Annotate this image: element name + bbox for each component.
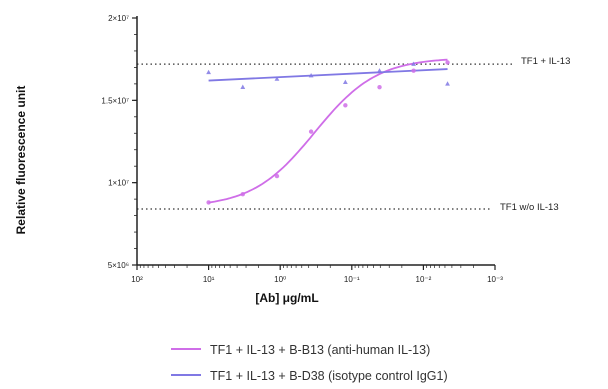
x-tick-label: 10² — [131, 275, 143, 284]
fit-curves — [208, 58, 448, 204]
y-tick-label: 2×10⁷ — [108, 14, 129, 23]
data-point-0 — [343, 103, 348, 108]
x-tick-label: 10⁰ — [274, 275, 286, 284]
data-point-0 — [377, 84, 382, 90]
y-tick-label: 1×10⁷ — [108, 179, 129, 188]
y-tick-label: 5×10⁶ — [108, 261, 129, 270]
data-point-1 — [206, 69, 211, 75]
data-point-0 — [411, 68, 416, 73]
x-tick-label: 10⁻³ — [487, 275, 503, 284]
fit-curve-0 — [208, 58, 448, 204]
tick-labels: 5×10⁶ 1×10⁷ 1.5×10⁷ 2×10⁷ 10² 10¹ 10⁰ 10⁻¹ 10⁻² 1… — [101, 14, 503, 284]
data-point-1 — [445, 81, 450, 86]
fit-line-1 — [208, 68, 448, 82]
y-tick-label: 1.5×10⁷ — [101, 96, 129, 105]
axes — [132, 16, 496, 270]
legend: TF1 + IL-13 + B-B13 (anti-human IL-13) T… — [171, 343, 448, 383]
legend-label-b13: TF1 + IL-13 + B-B13 (anti-human IL-13) — [210, 343, 430, 357]
legend-label-d38: TF1 + IL-13 + B-D38 (isotype control IgG… — [210, 369, 448, 383]
y-axis-title: Relative fluorescence unit — [14, 86, 28, 235]
data-point-1 — [308, 73, 314, 78]
x-tick-label: 10¹ — [203, 275, 215, 284]
data-point-1 — [240, 84, 246, 89]
x-tick-label: 10⁻¹ — [344, 275, 360, 284]
data-point-0 — [206, 200, 211, 205]
data-point-1 — [342, 79, 348, 85]
x-tick-label: 10⁻² — [416, 275, 432, 284]
data-point-1 — [274, 76, 280, 81]
ref-label-with-il13: TF1 + IL-13 — [521, 56, 570, 67]
reference-lines — [137, 63, 512, 210]
data-point-0 — [240, 191, 245, 197]
data-points — [206, 60, 450, 205]
data-point-0 — [445, 60, 450, 65]
ref-label-without-il13: TF1 w/o IL-13 — [500, 202, 559, 213]
data-point-1 — [411, 61, 417, 66]
data-point-0 — [274, 173, 280, 179]
x-axis-title: [Ab] μg/mL — [255, 291, 318, 305]
data-point-1 — [377, 68, 382, 73]
data-point-0 — [308, 129, 314, 134]
